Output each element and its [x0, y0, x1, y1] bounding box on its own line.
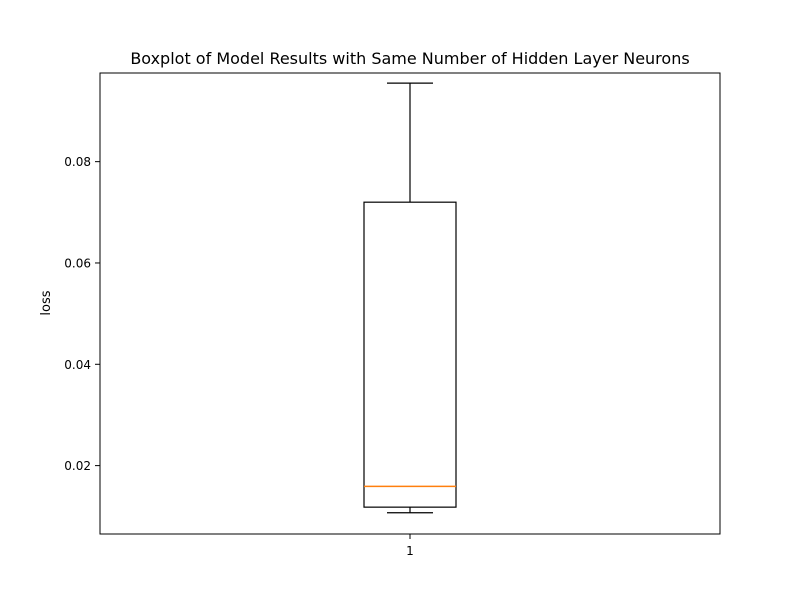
- y-axis-label: loss: [39, 290, 54, 315]
- y-tick-label: 0.06: [64, 256, 91, 270]
- y-tick-label: 0.08: [64, 155, 91, 169]
- chart-title: Boxplot of Model Results with Same Numbe…: [130, 49, 689, 68]
- x-tick-label: 1: [406, 544, 414, 558]
- y-tick-label: 0.04: [64, 358, 91, 372]
- y-tick-label: 0.02: [64, 459, 91, 473]
